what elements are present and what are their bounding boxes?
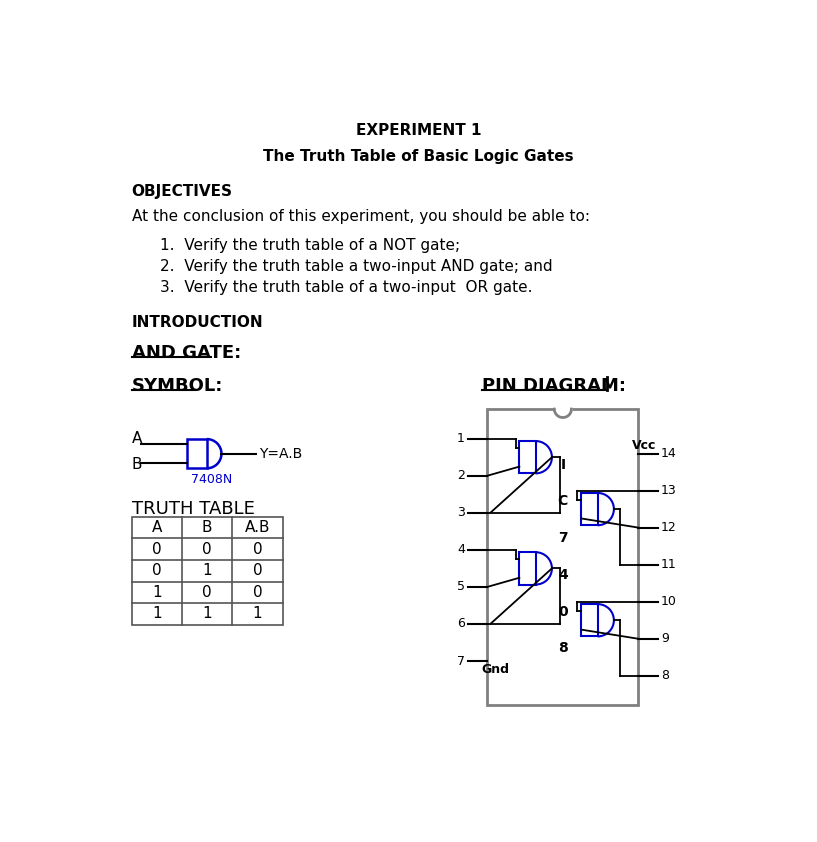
- Text: 0: 0: [152, 541, 162, 557]
- Text: 1: 1: [252, 606, 262, 621]
- Text: A: A: [152, 520, 162, 536]
- Text: 3.  Verify the truth table of a two-input  OR gate.: 3. Verify the truth table of a two-input…: [160, 280, 533, 295]
- Text: 9: 9: [661, 632, 669, 645]
- Text: 2: 2: [457, 469, 465, 482]
- Text: 0: 0: [558, 605, 568, 619]
- Text: TRUTH TABLE: TRUTH TABLE: [132, 500, 254, 518]
- Text: 4: 4: [558, 568, 568, 582]
- Text: 1: 1: [457, 432, 465, 445]
- Text: 4: 4: [457, 543, 465, 557]
- Bar: [132, 517, 283, 625]
- Text: Vcc: Vcc: [632, 439, 656, 452]
- Bar: [487, 409, 638, 706]
- Text: 8: 8: [661, 669, 669, 682]
- Text: C: C: [558, 494, 568, 509]
- Text: 0: 0: [203, 585, 212, 600]
- Text: AND GATE:: AND GATE:: [132, 344, 241, 362]
- Text: INTRODUCTION: INTRODUCTION: [132, 315, 263, 330]
- Text: 12: 12: [661, 521, 676, 534]
- Text: 0: 0: [252, 541, 262, 557]
- Text: I: I: [560, 457, 565, 472]
- Text: 3: 3: [457, 506, 465, 520]
- Text: 6: 6: [457, 617, 465, 631]
- Text: Gnd: Gnd: [482, 663, 510, 676]
- Text: At the conclusion of this experiment, you should be able to:: At the conclusion of this experiment, yo…: [132, 209, 590, 224]
- Text: The Truth Table of Basic Logic Gates: The Truth Table of Basic Logic Gates: [263, 149, 574, 164]
- Text: EXPERIMENT 1: EXPERIMENT 1: [355, 123, 481, 137]
- Text: 11: 11: [661, 558, 676, 571]
- Text: 2.  Verify the truth table a two-input AND gate; and: 2. Verify the truth table a two-input AN…: [160, 258, 553, 274]
- Text: B: B: [202, 520, 212, 536]
- Text: 0: 0: [203, 541, 212, 557]
- Text: 7: 7: [558, 531, 568, 545]
- Text: 10: 10: [661, 595, 676, 608]
- Text: 1: 1: [203, 563, 212, 578]
- Text: 0: 0: [252, 563, 262, 578]
- Text: 1: 1: [152, 606, 162, 621]
- Text: 0: 0: [152, 563, 162, 578]
- Text: 1: 1: [152, 585, 162, 600]
- Text: PIN DIAGRAM:: PIN DIAGRAM:: [482, 376, 626, 395]
- Text: 8: 8: [558, 642, 568, 655]
- Text: OBJECTIVES: OBJECTIVES: [132, 184, 233, 200]
- Text: 0: 0: [252, 585, 262, 600]
- Text: 7408N: 7408N: [191, 473, 233, 487]
- Text: Y=A.B: Y=A.B: [259, 447, 302, 461]
- Text: 14: 14: [661, 447, 676, 460]
- Text: A: A: [132, 431, 142, 445]
- Text: 1: 1: [203, 606, 212, 621]
- Text: 5: 5: [457, 580, 465, 594]
- Text: SYMBOL:: SYMBOL:: [132, 376, 223, 395]
- Text: 13: 13: [661, 484, 676, 497]
- Text: 1.  Verify the truth table of a NOT gate;: 1. Verify the truth table of a NOT gate;: [160, 238, 460, 253]
- Text: B: B: [132, 457, 142, 472]
- Text: A.B: A.B: [245, 520, 270, 536]
- Text: 7: 7: [457, 654, 465, 668]
